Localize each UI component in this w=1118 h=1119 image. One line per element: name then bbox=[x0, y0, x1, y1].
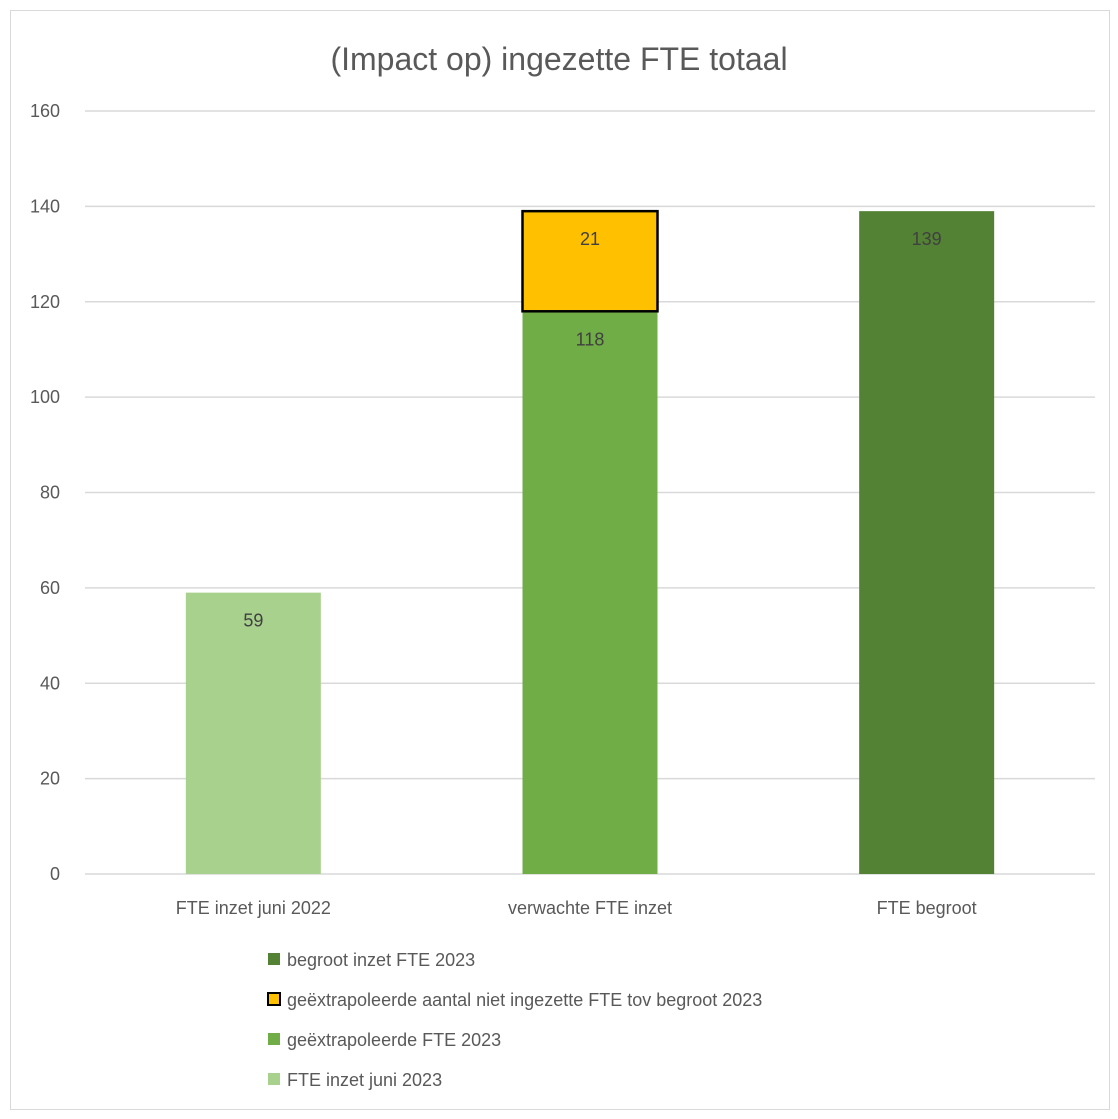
legend-entry: geëxtrapoleerde aantal niet ingezette FT… bbox=[287, 990, 762, 1010]
legend-entry: FTE inzet juni 2023 bbox=[287, 1070, 442, 1090]
data-labels: 59 118 21 139 bbox=[243, 229, 942, 631]
y-tick-label: 160 bbox=[30, 101, 60, 121]
data-label: 59 bbox=[243, 611, 263, 631]
chart-title: (Impact op) ingezette FTE totaal bbox=[330, 41, 787, 77]
bar-verwachte-fte-inzet-2 bbox=[521, 209, 659, 313]
data-label: 21 bbox=[580, 229, 600, 249]
data-label: 139 bbox=[912, 229, 942, 249]
x-category-label: FTE inzet juni 2022 bbox=[176, 898, 331, 918]
x-category-label: verwachte FTE inzet bbox=[508, 898, 672, 918]
y-tick-label: 0 bbox=[50, 864, 60, 884]
y-tick-label: 140 bbox=[30, 196, 60, 216]
bar-verwachte-fte-inzet-1 bbox=[522, 311, 658, 875]
legend-swatch bbox=[268, 953, 280, 965]
legend-swatch bbox=[268, 1073, 280, 1085]
y-tick-label: 80 bbox=[40, 483, 60, 503]
legend-swatch bbox=[268, 1033, 280, 1045]
y-tick-label: 40 bbox=[40, 673, 60, 693]
bars bbox=[185, 209, 995, 875]
bar-fte-begroot-3 bbox=[859, 211, 995, 875]
bar-fte-inzet-juni-2022-0 bbox=[185, 592, 321, 874]
legend: begroot inzet FTE 2023 geëxtrapoleerde aa… bbox=[267, 950, 762, 1090]
y-tick-label: 60 bbox=[40, 578, 60, 598]
legend-swatch bbox=[267, 992, 281, 1006]
y-tick-label: 100 bbox=[30, 387, 60, 407]
x-axis-categories: FTE inzet juni 2022 verwachte FTE inzet FT… bbox=[176, 898, 977, 918]
legend-entry: begroot inzet FTE 2023 bbox=[287, 950, 475, 970]
legend-entry: geëxtrapoleerde FTE 2023 bbox=[287, 1030, 501, 1050]
y-axis-ticks: 0 20 40 60 80 100 120 140 160 bbox=[30, 101, 60, 884]
y-tick-label: 120 bbox=[30, 292, 60, 312]
x-category-label: FTE begroot bbox=[877, 898, 977, 918]
y-tick-label: 20 bbox=[40, 769, 60, 789]
data-label: 118 bbox=[576, 329, 605, 349]
